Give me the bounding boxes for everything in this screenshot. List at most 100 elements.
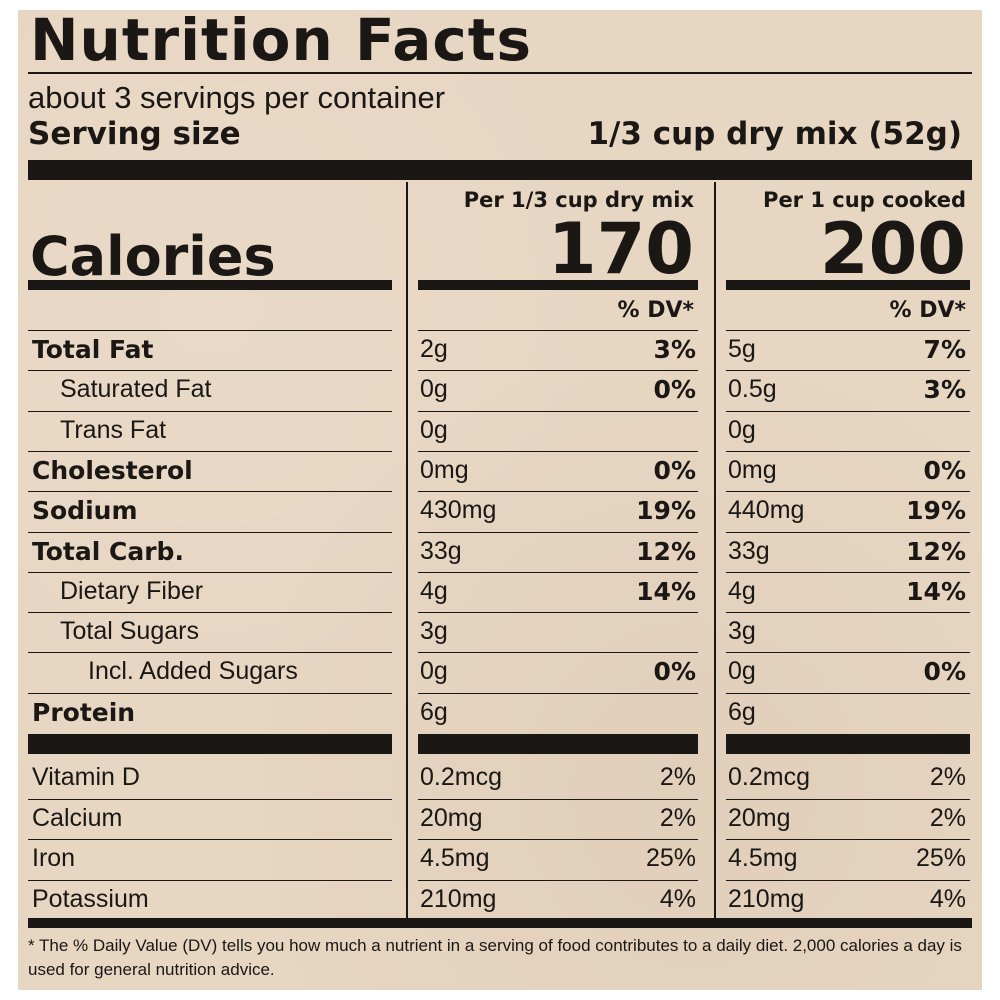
row-divider xyxy=(28,879,392,881)
vitamin-label: Iron xyxy=(32,844,76,872)
row-divider xyxy=(28,410,392,412)
vitamin-amount-dry: 0.2mcg xyxy=(420,763,502,791)
row-divider xyxy=(28,612,392,614)
column-header-cooked: Per 1 cup cooked xyxy=(763,188,966,212)
vitamin-label: Calcium xyxy=(32,803,123,832)
row-divider xyxy=(28,450,392,452)
nutrient-amount-dry: 4g xyxy=(420,576,448,605)
row-divider xyxy=(418,531,698,533)
nutrient-dv-dry: 0% xyxy=(653,455,696,485)
nutrient-dv-cooked: 0% xyxy=(923,455,966,485)
row-divider xyxy=(28,798,392,800)
calories-value-dry: 170 xyxy=(547,208,694,290)
vitamin-amount-dry: 20mg xyxy=(420,803,483,832)
nutrient-label: Saturated Fat xyxy=(60,375,212,404)
nutrient-dv-cooked: 7% xyxy=(923,335,966,364)
nutrient-amount-dry: 3g xyxy=(420,617,448,646)
row-divider xyxy=(726,450,970,452)
nutrient-label: Cholesterol xyxy=(32,455,193,485)
vitamin-bar-label xyxy=(28,734,392,754)
vitamin-dv-cooked: 2% xyxy=(929,763,966,791)
calories-label: Calories xyxy=(30,225,276,288)
vitamin-amount-cooked: 20mg xyxy=(728,803,791,832)
nutrient-amount-cooked: 440mg xyxy=(728,496,805,525)
row-divider xyxy=(418,879,698,881)
serving-size-value: 1/3 cup dry mix (52g) xyxy=(587,116,962,152)
vitamin-dv-dry: 2% xyxy=(659,803,696,832)
vitamin-amount-dry: 210mg xyxy=(420,884,497,913)
nutrient-row: Saturated Fat 0g 0% 0.5g 3% xyxy=(0,370,1000,410)
calories-bar-dry xyxy=(418,280,698,290)
row-divider xyxy=(28,571,392,573)
nutrient-amount-dry: 0g xyxy=(420,415,448,444)
row-divider xyxy=(726,571,970,573)
nutrient-dv-cooked: 3% xyxy=(923,375,966,405)
nutrient-dv-dry: 0% xyxy=(653,375,696,405)
nutrient-label: Protein xyxy=(32,697,136,727)
nutrient-dv-dry: 12% xyxy=(636,536,696,566)
row-divider xyxy=(418,839,698,840)
nutrient-label: Total Fat xyxy=(32,335,154,364)
row-divider xyxy=(418,692,698,694)
row-divider xyxy=(726,370,970,372)
title-divider xyxy=(28,72,972,74)
nutrient-dv-cooked: 12% xyxy=(906,536,966,566)
nutrient-label: Incl. Added Sugars xyxy=(88,657,298,686)
row-divider xyxy=(726,692,970,694)
daily-value-footnote: * The % Daily Value (DV) tells you how m… xyxy=(28,936,962,979)
nutrient-amount-dry: 430mg xyxy=(420,496,497,525)
vitamin-dv-cooked: 4% xyxy=(929,884,966,913)
nutrient-amount-cooked: 0g xyxy=(728,657,756,686)
nutrient-label: Total Sugars xyxy=(60,617,199,646)
nutrient-label: Sodium xyxy=(32,496,138,526)
calories-bar-cooked xyxy=(726,280,970,290)
row-divider xyxy=(726,839,970,840)
nutrient-amount-dry: 0g xyxy=(420,375,448,404)
nutrient-amount-dry: 2g xyxy=(420,335,448,363)
vitamin-amount-cooked: 4.5mg xyxy=(728,844,798,872)
row-divider xyxy=(418,571,698,573)
nutrient-row: Trans Fat 0g 0g xyxy=(0,411,1000,451)
nutrient-amount-cooked: 3g xyxy=(728,617,756,646)
nutrient-amount-dry: 0g xyxy=(420,657,448,686)
vitamin-row: Vitamin D 0.2mcg 2% 0.2mcg 2% xyxy=(0,758,1000,798)
row-divider xyxy=(418,612,698,614)
nutrient-row: Total Sugars 3g 3g xyxy=(0,612,1000,652)
vitamin-amount-dry: 4.5mg xyxy=(420,844,490,872)
vitamin-bar-cooked xyxy=(726,734,970,754)
calories-bar-label xyxy=(28,280,392,290)
row-divider xyxy=(418,491,698,493)
row-divider xyxy=(726,330,970,331)
row-divider xyxy=(28,531,392,533)
nutrient-amount-cooked: 6g xyxy=(728,697,756,726)
nutrient-row: Sodium 430mg 19% 440mg 19% xyxy=(0,491,1000,531)
nutrient-amount-cooked: 5g xyxy=(728,335,756,363)
serving-size-label: Serving size xyxy=(28,116,241,152)
vitamin-row: Potassium 210mg 4% 210mg 4% xyxy=(0,880,1000,920)
row-divider xyxy=(726,798,970,800)
nutrient-dv-dry: 14% xyxy=(636,576,696,606)
vitamin-row: Calcium 20mg 2% 20mg 2% xyxy=(0,799,1000,839)
vitamin-row: Iron 4.5mg 25% 4.5mg 25% xyxy=(0,839,1000,879)
row-divider xyxy=(418,330,698,331)
vitamin-dv-cooked: 2% xyxy=(929,803,966,832)
row-divider xyxy=(418,370,698,372)
row-divider xyxy=(28,652,392,654)
nutrient-row: Total Fat 2g 3% 5g 7% xyxy=(0,330,1000,370)
nutrient-row: Dietary Fiber 4g 14% 4g 14% xyxy=(0,572,1000,612)
vitamin-label: Vitamin D xyxy=(32,763,140,791)
vitamin-dv-dry: 25% xyxy=(645,844,696,872)
nutrient-amount-cooked: 0g xyxy=(728,415,756,444)
footnote-divider-bar xyxy=(28,918,972,928)
row-divider xyxy=(726,879,970,881)
row-divider xyxy=(726,491,970,493)
vitamin-dv-cooked: 25% xyxy=(915,844,966,872)
row-divider xyxy=(28,330,392,331)
nutrient-dv-dry: 0% xyxy=(653,657,696,687)
column-divider-right xyxy=(714,182,716,920)
nutrient-label: Trans Fat xyxy=(60,415,167,444)
row-divider xyxy=(418,798,698,800)
vitamin-label: Potassium xyxy=(32,884,149,913)
serving-divider-bar xyxy=(28,160,972,180)
nutrient-amount-cooked: 0.5g xyxy=(728,375,777,404)
